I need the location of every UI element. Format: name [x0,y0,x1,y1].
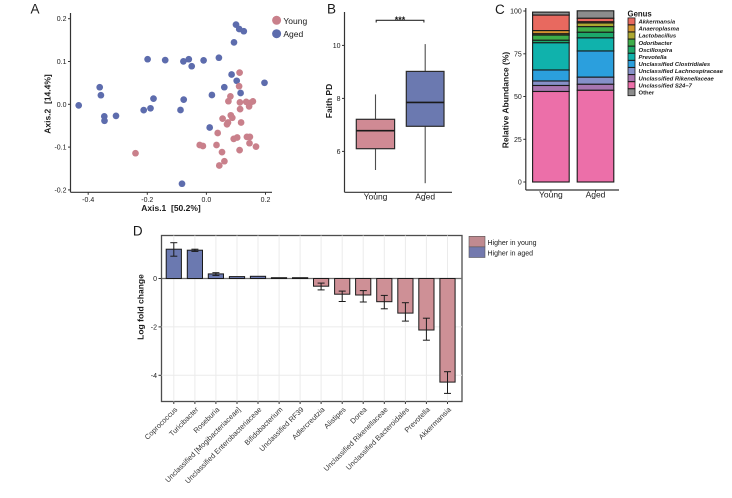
svg-text:10: 10 [333,43,341,50]
svg-text:Log fold change: Log fold change [136,274,146,340]
svg-text:0.2: 0.2 [57,16,67,23]
svg-text:-0.2: -0.2 [54,187,66,194]
svg-text:-0.2: -0.2 [141,197,153,204]
svg-text:Aged: Aged [586,190,606,200]
svg-text:6: 6 [337,149,341,156]
svg-text:Unclassified Lachnospiraceae: Unclassified Lachnospiraceae [639,69,724,75]
svg-text:Prevotella: Prevotella [639,55,668,61]
svg-text:0.0: 0.0 [202,197,212,204]
svg-text:Other: Other [639,91,655,97]
svg-text:Odoribacter: Odoribacter [639,41,673,47]
svg-text:Aged: Aged [415,192,435,202]
svg-text:Axis.1 [50.2%]: Axis.1 [50.2%] [141,203,201,213]
svg-text:Unclassified Rikenellaceae: Unclassified Rikenellaceae [639,76,715,82]
svg-text:Oscillospira: Oscillospira [639,48,673,54]
svg-text:Lactobacillus: Lactobacillus [639,34,677,40]
svg-text:50: 50 [514,94,522,101]
svg-text:-2: -2 [151,324,157,331]
svg-text:Unclassified Clostridiales: Unclassified Clostridiales [639,62,711,68]
svg-text:100: 100 [510,9,522,16]
svg-text:Young: Young [283,16,307,26]
svg-text:Higher in young: Higher in young [488,240,537,247]
svg-text:Relative Abundance (%): Relative Abundance (%) [501,52,511,149]
svg-text:Young: Young [539,190,563,200]
svg-text:25: 25 [514,137,522,144]
svg-text:Faith PD: Faith PD [324,84,334,118]
svg-text:Young: Young [364,192,388,202]
svg-text:Akkermansia: Akkermansia [638,20,676,26]
svg-text:Genus: Genus [628,10,653,19]
svg-text:Aged: Aged [283,29,303,39]
svg-text:0: 0 [518,180,522,187]
svg-text:0: 0 [153,276,157,283]
svg-text:A: A [31,2,40,17]
svg-text:8: 8 [337,96,341,103]
svg-text:B: B [327,1,336,16]
svg-text:Higher in aged: Higher in aged [488,250,534,257]
svg-text:Anaeroplasma: Anaeroplasma [638,27,680,33]
svg-text:0.2: 0.2 [261,197,271,204]
svg-text:-4: -4 [151,373,157,380]
svg-text:-0.1: -0.1 [54,145,66,152]
svg-text:C: C [495,2,505,17]
svg-text:-0.4: -0.4 [82,197,94,204]
svg-text:Axis.2 [14.4%]: Axis.2 [14.4%] [43,74,53,134]
svg-text:75: 75 [514,51,522,58]
svg-text:0.0: 0.0 [57,102,67,109]
svg-text:D: D [133,224,143,239]
svg-text:***: *** [395,15,406,25]
svg-text:Unclassified S24–7: Unclassified S24–7 [639,83,693,89]
svg-text:0.1: 0.1 [57,59,67,66]
